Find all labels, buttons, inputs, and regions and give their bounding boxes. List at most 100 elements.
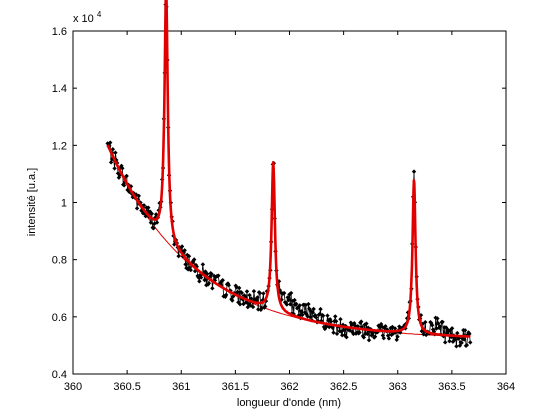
data-point-168 xyxy=(250,304,256,310)
data-point-4 xyxy=(108,160,114,165)
data-point-180 xyxy=(261,291,266,296)
data-point-144 xyxy=(230,298,235,303)
data-point-403 xyxy=(454,344,459,349)
x-tick-label-7: 363.5 xyxy=(438,381,466,393)
data-point-100 xyxy=(191,257,197,262)
data-point-133 xyxy=(220,278,225,283)
data-point-53 xyxy=(151,226,156,231)
data-point-56 xyxy=(153,212,159,217)
data-point-50 xyxy=(148,220,154,225)
data-point-332 xyxy=(392,326,398,331)
data-point-112 xyxy=(202,277,207,283)
peak-fit-layer xyxy=(106,0,472,338)
data-point-90 xyxy=(183,262,188,267)
data-point-367 xyxy=(423,319,428,325)
data-point-261 xyxy=(331,330,336,335)
data-point-173 xyxy=(255,295,260,300)
x-tick-label-8: 364 xyxy=(497,381,515,393)
data-point-140 xyxy=(226,282,232,288)
data-point-409 xyxy=(459,340,464,346)
data-point-334 xyxy=(394,337,399,342)
peak-fit-line xyxy=(106,0,472,338)
data-point-82 xyxy=(176,253,181,259)
baseline-fit-line xyxy=(107,145,471,338)
exponent-base: x 10 xyxy=(73,13,94,25)
data-point-128 xyxy=(216,273,221,278)
y-tick-label-6: 1.6 xyxy=(52,26,67,38)
x-tick-label-4: 362 xyxy=(280,381,298,393)
data-point-17 xyxy=(120,166,125,171)
data-point-204 xyxy=(281,290,287,296)
data-point-47 xyxy=(146,205,151,210)
data-point-354 xyxy=(411,169,417,174)
data-point-51 xyxy=(149,211,154,216)
data-point-36 xyxy=(136,193,141,199)
data-point-232 xyxy=(306,301,311,307)
data-point-209 xyxy=(286,297,291,303)
data-point-182 xyxy=(262,304,268,309)
data-point-49 xyxy=(147,209,153,214)
x-axis-ticks: 360 360.5 361 361.5 362 362.5 363 363.5 364 xyxy=(64,31,515,393)
y-tick-label-3: 1 xyxy=(61,198,67,210)
y-axis-label: intensité [u.a.] xyxy=(26,168,38,237)
data-point-6 xyxy=(110,147,116,152)
data-point-169 xyxy=(251,289,257,294)
data-point-117 xyxy=(206,280,212,286)
data-point-222 xyxy=(297,303,302,308)
data-point-375 xyxy=(429,323,435,328)
baseline-fit-layer xyxy=(107,145,471,338)
data-point-89 xyxy=(182,248,187,253)
data-point-216 xyxy=(292,297,297,303)
data-point-234 xyxy=(307,314,313,320)
data-point-260 xyxy=(330,325,335,331)
data-point-319 xyxy=(381,335,386,341)
data-point-9 xyxy=(113,150,118,155)
data-point-293 xyxy=(359,319,364,324)
data-point-94 xyxy=(186,254,192,259)
data-point-110 xyxy=(200,262,206,267)
data-point-3 xyxy=(108,140,113,145)
data-point-137 xyxy=(224,292,229,298)
data-point-390 xyxy=(442,340,448,345)
x-tick-label-6: 363 xyxy=(389,381,407,393)
data-point-130 xyxy=(217,280,223,286)
data-point-419 xyxy=(468,340,473,345)
data-point-299 xyxy=(364,321,369,326)
data-point-258 xyxy=(328,319,334,324)
data-point-96 xyxy=(188,267,193,273)
data-point-387 xyxy=(440,319,445,325)
data-point-207 xyxy=(284,302,289,307)
data-point-413 xyxy=(462,328,468,333)
data-point-105 xyxy=(196,275,201,280)
y-tick-label-1: 0.6 xyxy=(52,312,67,324)
data-point-178 xyxy=(259,305,264,311)
data-point-86 xyxy=(179,244,185,249)
data-point-212 xyxy=(288,290,294,296)
data-point-224 xyxy=(299,309,304,314)
data-point-325 xyxy=(386,336,392,341)
x-tick-label-1: 360.5 xyxy=(113,381,141,393)
data-point-57 xyxy=(154,220,160,225)
data-point-284 xyxy=(351,331,356,337)
data-point-321 xyxy=(383,324,388,329)
data-point-176 xyxy=(257,290,263,296)
data-point-335 xyxy=(395,334,400,339)
y-tick-label-5: 1.4 xyxy=(52,83,67,95)
x-tick-label-2: 361 xyxy=(172,381,190,393)
data-point-152 xyxy=(236,285,242,291)
data-point-265 xyxy=(334,331,340,336)
data-point-384 xyxy=(437,324,443,329)
data-point-164 xyxy=(247,292,252,298)
x-tick-label-5: 362.5 xyxy=(330,381,358,393)
data-point-8 xyxy=(112,166,117,171)
data-point-291 xyxy=(357,330,362,335)
data-point-153 xyxy=(237,302,243,307)
data-point-415 xyxy=(464,342,470,348)
y-tick-label-4: 1.2 xyxy=(52,140,67,152)
x-tick-label-0: 360 xyxy=(64,381,82,393)
data-point-246 xyxy=(318,306,323,312)
data-point-302 xyxy=(366,337,372,343)
data-point-121 xyxy=(210,286,215,291)
data-point-42 xyxy=(141,203,147,208)
